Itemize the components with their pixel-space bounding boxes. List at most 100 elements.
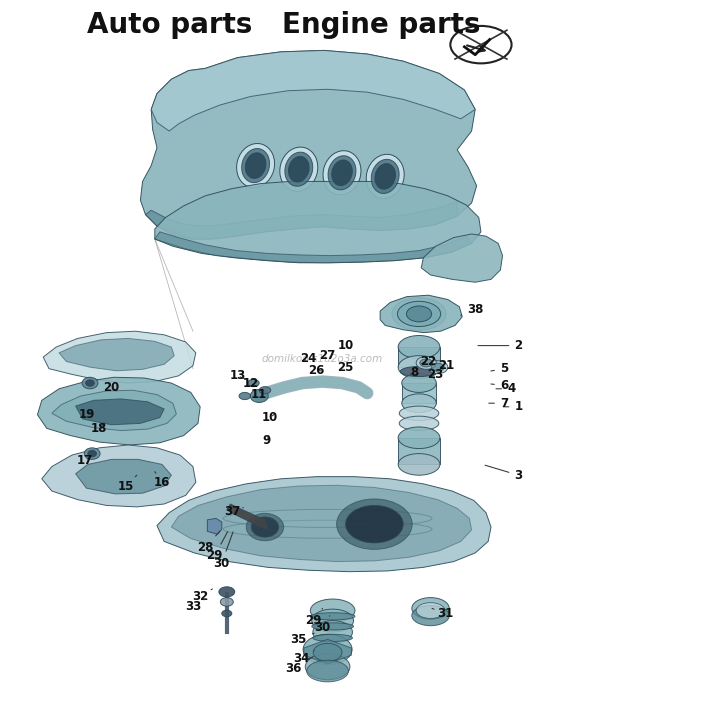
Ellipse shape: [307, 660, 348, 682]
Ellipse shape: [397, 301, 441, 327]
Text: Engine parts: Engine parts: [282, 12, 481, 39]
Text: 1: 1: [503, 400, 523, 413]
Ellipse shape: [251, 517, 279, 537]
Text: 8: 8: [410, 366, 418, 379]
Ellipse shape: [428, 361, 448, 374]
Ellipse shape: [303, 634, 352, 665]
Text: 10: 10: [338, 339, 354, 352]
Ellipse shape: [312, 609, 354, 632]
Ellipse shape: [398, 336, 440, 359]
Text: 6: 6: [491, 379, 508, 392]
Ellipse shape: [289, 156, 309, 182]
Polygon shape: [59, 338, 174, 371]
Text: 10: 10: [262, 411, 278, 424]
Ellipse shape: [451, 26, 512, 63]
Polygon shape: [52, 390, 176, 431]
Ellipse shape: [372, 159, 399, 194]
Ellipse shape: [392, 298, 446, 330]
Polygon shape: [398, 438, 440, 464]
Ellipse shape: [346, 505, 403, 543]
Text: 16: 16: [154, 472, 170, 489]
Polygon shape: [380, 295, 462, 333]
Text: 17: 17: [77, 454, 93, 467]
Text: 33: 33: [185, 599, 205, 613]
Ellipse shape: [222, 611, 232, 616]
Polygon shape: [140, 50, 477, 239]
Text: 30: 30: [214, 532, 233, 570]
Ellipse shape: [82, 377, 98, 389]
Polygon shape: [43, 331, 196, 383]
Text: 32: 32: [192, 589, 212, 603]
Text: 25: 25: [338, 361, 354, 374]
Polygon shape: [402, 383, 436, 403]
Text: 5: 5: [491, 362, 508, 375]
Ellipse shape: [248, 379, 259, 387]
Text: 23: 23: [428, 368, 444, 381]
Ellipse shape: [305, 654, 350, 680]
Ellipse shape: [399, 406, 439, 420]
Ellipse shape: [223, 520, 432, 539]
Text: 29: 29: [207, 531, 228, 562]
Polygon shape: [171, 485, 472, 562]
Ellipse shape: [398, 454, 440, 475]
Polygon shape: [304, 639, 351, 664]
Ellipse shape: [242, 148, 269, 183]
Ellipse shape: [237, 143, 274, 188]
Text: 29: 29: [305, 608, 323, 627]
Text: Auto parts: Auto parts: [86, 12, 252, 39]
Ellipse shape: [406, 306, 432, 322]
Polygon shape: [207, 518, 222, 534]
Text: 13: 13: [230, 369, 246, 382]
Ellipse shape: [310, 613, 355, 620]
Ellipse shape: [431, 363, 444, 372]
Polygon shape: [76, 459, 171, 494]
Ellipse shape: [375, 163, 395, 189]
Polygon shape: [155, 232, 472, 263]
Text: 26: 26: [309, 364, 325, 377]
Text: domilkon.s1u2o3a.com: domilkon.s1u2o3a.com: [262, 354, 383, 364]
Text: 4: 4: [496, 382, 516, 395]
Text: 11: 11: [251, 388, 267, 401]
Text: 19: 19: [78, 408, 94, 420]
Ellipse shape: [402, 394, 436, 413]
Ellipse shape: [416, 356, 436, 369]
Polygon shape: [76, 399, 164, 425]
Text: 37: 37: [224, 505, 243, 518]
Ellipse shape: [280, 147, 318, 192]
Ellipse shape: [402, 374, 436, 392]
Ellipse shape: [220, 598, 233, 606]
Polygon shape: [145, 202, 457, 239]
Text: 30: 30: [315, 616, 330, 634]
Text: 35: 35: [291, 633, 314, 646]
Text: 34: 34: [293, 651, 315, 665]
Text: 21: 21: [438, 359, 454, 372]
Polygon shape: [421, 234, 503, 282]
Ellipse shape: [86, 379, 94, 386]
Ellipse shape: [332, 160, 352, 186]
Polygon shape: [155, 181, 481, 263]
Text: 27: 27: [320, 349, 336, 362]
Ellipse shape: [398, 427, 440, 449]
Text: 31: 31: [432, 607, 453, 620]
Ellipse shape: [399, 416, 439, 431]
Text: 18: 18: [91, 422, 107, 435]
Ellipse shape: [313, 634, 353, 642]
Ellipse shape: [337, 499, 413, 549]
Ellipse shape: [285, 152, 312, 186]
Ellipse shape: [323, 150, 361, 195]
Ellipse shape: [328, 156, 356, 190]
Text: 36: 36: [286, 657, 313, 675]
Ellipse shape: [223, 510, 432, 527]
Ellipse shape: [251, 390, 268, 402]
Text: 38: 38: [461, 303, 483, 316]
Text: 12: 12: [243, 377, 258, 390]
Ellipse shape: [246, 513, 284, 541]
Text: 28: 28: [197, 531, 220, 554]
Ellipse shape: [313, 621, 353, 644]
Ellipse shape: [313, 644, 342, 661]
Text: 15: 15: [118, 475, 137, 492]
Text: 20: 20: [104, 381, 120, 394]
Polygon shape: [227, 504, 268, 529]
Ellipse shape: [310, 599, 355, 622]
Text: 22: 22: [420, 355, 436, 368]
